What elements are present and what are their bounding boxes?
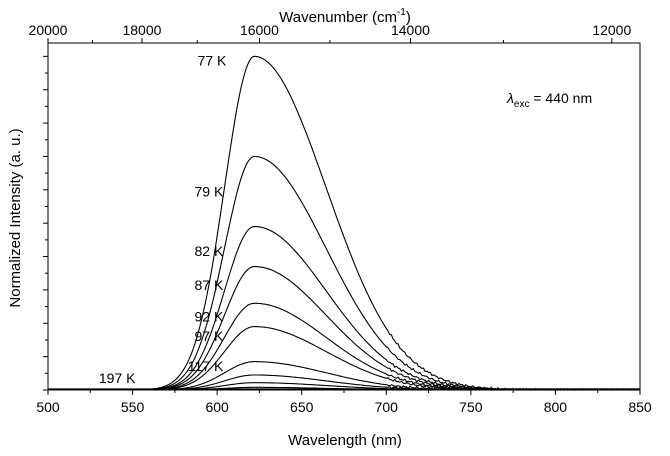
y-axis-title: Normalized Intensity (a. u.) [7,128,24,307]
top-tick-label: 20000 [29,22,68,38]
curve-label: 87 K [194,277,223,293]
top-axis-title-close: ) [406,9,411,26]
curve-label: 97 K [194,328,223,344]
x-tick-label: 650 [290,399,314,415]
x-axis-title: Wavelength (nm) [288,432,402,449]
top-tick-label: 12000 [592,22,631,38]
emission-curve [48,361,640,391]
curve-label: 197 K [99,370,136,386]
emission-curve [48,326,641,391]
curve-label: 77 K [198,52,227,68]
x-tick-label: 850 [628,399,652,415]
top-axis-title-main: Wavenumber (cm [279,9,397,26]
emission-curve [48,265,641,391]
excitation-annotation: λexc = 440 nm [506,90,592,110]
top-tick-label: 14000 [391,22,430,38]
x-tick-label: 800 [544,399,568,415]
top-tick-label: 18000 [122,22,161,38]
annotation-rest: = 440 nm [529,90,592,106]
top-axis: 20000 18000 16000 14000 12000 [29,22,631,43]
emission-curve [48,225,640,391]
curve-label: 79 K [194,183,223,199]
emission-curves [48,55,641,391]
left-axis [43,55,48,391]
curve-label: 92 K [194,308,223,324]
annotation-lambda: λ [506,90,514,106]
top-tick-label: 16000 [240,22,279,38]
bottom-axis: 500 550 600 650 700 750 800 850 [36,390,652,415]
annotation-sub: exc [514,99,530,110]
x-tick-label: 600 [205,399,229,415]
top-axis-title-sup: -1 [397,7,406,18]
x-tick-label: 500 [36,399,60,415]
x-tick-label: 750 [459,399,483,415]
curve-labels: 77 K 79 K 82 K 87 K 92 K 97 K 117 K 197 K [99,52,227,386]
x-tick-label: 700 [375,399,399,415]
emission-curve [48,155,641,391]
x-tick-label: 550 [121,399,145,415]
emission-curve [48,55,641,391]
curve-label: 117 K [188,358,224,374]
top-axis-title: Wavenumber (cm-1) [279,7,411,26]
curve-label: 82 K [194,243,223,259]
